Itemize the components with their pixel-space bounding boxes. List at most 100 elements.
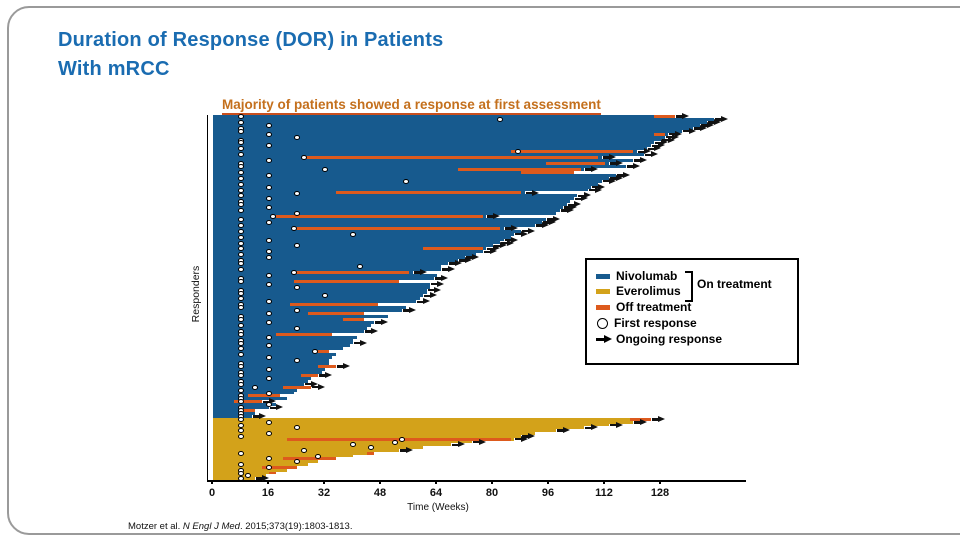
response-bar xyxy=(213,365,336,368)
response-bar xyxy=(213,474,266,478)
first-response-marker xyxy=(238,433,244,439)
ongoing-response-arrow-head xyxy=(493,213,500,219)
response-bar xyxy=(213,229,521,233)
citation: Motzer et al. N Engl J Med. 2015;373(19)… xyxy=(128,521,352,532)
x-tick-mark xyxy=(267,480,269,484)
x-tick-label: 112 xyxy=(595,487,613,499)
x-tick-mark xyxy=(379,480,381,484)
first-response-marker xyxy=(266,219,272,225)
response-bar xyxy=(213,173,616,177)
first-response-marker xyxy=(301,155,307,161)
x-axis-label: Time (Weeks) xyxy=(407,502,469,513)
first-response-marker xyxy=(238,331,244,337)
off-treatment-segment xyxy=(423,247,483,251)
ongoing-response-arrow-head xyxy=(521,435,528,442)
ongoing-response-arrow xyxy=(305,382,312,386)
response-bar xyxy=(213,182,598,186)
ongoing-response-arrow xyxy=(452,443,459,446)
first-response-marker xyxy=(367,445,374,451)
ongoing-response-arrow-head xyxy=(654,145,661,152)
page-title-line1: Duration of Response (DOR) in Patients xyxy=(58,29,444,51)
ongoing-response-arrow-head xyxy=(573,201,581,208)
first-response-marker xyxy=(266,456,272,462)
response-bar xyxy=(213,147,647,151)
ongoing-response-arrow xyxy=(637,150,645,153)
response-bar xyxy=(213,129,682,133)
first-response-marker xyxy=(266,367,272,372)
ongoing-response-arrow-icon xyxy=(596,334,612,344)
x-tick-mark xyxy=(323,480,325,484)
first-response-marker xyxy=(238,450,244,456)
slide-border-frame xyxy=(7,6,960,535)
off-treatment-segment xyxy=(293,270,409,274)
x-tick-mark xyxy=(491,480,493,484)
off-treatment-swatch-icon xyxy=(596,304,610,310)
first-response-marker xyxy=(294,425,300,431)
response-bar xyxy=(213,347,343,351)
first-response-marker xyxy=(238,261,244,267)
x-tick-label: 96 xyxy=(541,487,555,499)
off-treatment-segment xyxy=(276,215,483,218)
first-response-marker xyxy=(301,447,307,453)
first-response-marker xyxy=(266,237,272,243)
x-tick-mark xyxy=(211,480,213,484)
x-tick-label: 64 xyxy=(429,487,443,499)
response-bar xyxy=(213,238,504,242)
first-response-marker xyxy=(357,264,363,269)
response-bar xyxy=(213,468,287,472)
response-bar xyxy=(213,412,255,416)
response-bar xyxy=(213,132,668,136)
ongoing-response-arrow xyxy=(473,440,480,444)
ongoing-response-arrow-head xyxy=(325,371,332,378)
first-response-marker xyxy=(266,255,272,261)
response-bar xyxy=(213,235,511,239)
ongoing-response-arrow xyxy=(434,277,442,280)
ongoing-response-arrow xyxy=(417,300,424,304)
ongoing-response-arrow-head xyxy=(258,413,266,419)
response-bar xyxy=(213,241,500,245)
first-response-marker xyxy=(514,149,521,155)
response-bar xyxy=(213,212,556,215)
response-bar xyxy=(213,162,609,165)
ongoing-response-arrow-head xyxy=(381,318,388,325)
first-response-marker xyxy=(238,202,244,208)
first-response-marker xyxy=(245,473,251,479)
first-response-marker xyxy=(238,208,244,214)
first-response-marker xyxy=(266,143,272,149)
first-response-marker xyxy=(322,293,328,299)
ongoing-response-arrow xyxy=(644,153,652,156)
legend-label: First response xyxy=(614,316,697,330)
legend-label: Everolimus xyxy=(616,284,681,298)
ongoing-response-arrow xyxy=(413,271,421,274)
first-response-marker xyxy=(238,462,244,467)
ongoing-response-arrow-head xyxy=(591,165,598,172)
response-bar xyxy=(213,253,476,257)
chart-subtitle: Majority of patients showed a response a… xyxy=(222,97,601,115)
off-treatment-segment xyxy=(318,365,336,368)
ongoing-response-arrow xyxy=(256,477,263,480)
off-treatment-segment xyxy=(283,457,336,461)
first-response-marker xyxy=(238,222,244,228)
x-tick-label: 0 xyxy=(208,487,216,499)
response-bar xyxy=(213,120,707,124)
ongoing-response-arrow xyxy=(427,288,435,292)
ongoing-response-arrow-head xyxy=(689,127,696,134)
response-bar xyxy=(213,434,521,438)
first-response-marker xyxy=(238,146,244,152)
ongoing-response-arrow xyxy=(560,209,568,212)
first-response-marker xyxy=(294,459,300,465)
off-treatment-segment xyxy=(286,437,511,441)
ongoing-response-arrow-head xyxy=(500,242,507,249)
ongoing-response-arrow-head xyxy=(262,475,269,482)
x-axis: 0 16 32 48 64 80 96 112 128 xyxy=(207,480,745,520)
ongoing-response-arrow-head xyxy=(640,157,647,164)
swimmer-plot-area xyxy=(207,113,746,482)
ongoing-response-arrow-head xyxy=(580,195,588,202)
ongoing-response-arrow-head xyxy=(615,160,623,166)
first-response-marker xyxy=(290,225,297,231)
first-response-marker xyxy=(252,384,258,390)
response-bar xyxy=(213,388,297,392)
off-treatment-segment xyxy=(269,471,276,475)
on-treatment-bracket xyxy=(685,271,693,302)
response-bar xyxy=(213,471,276,475)
